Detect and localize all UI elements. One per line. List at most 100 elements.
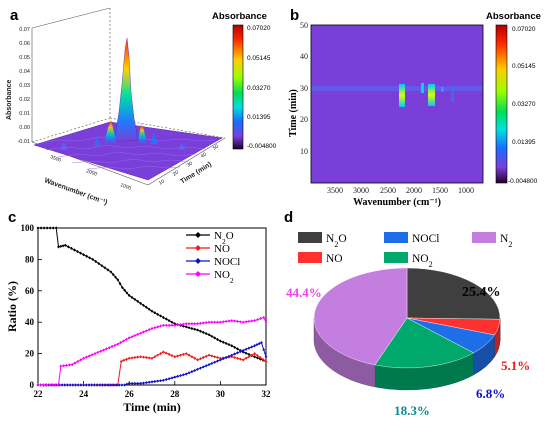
panel-b-colorbar [495,24,508,184]
panel-a-letter: a [10,7,19,24]
data-point [199,366,202,370]
data-point [159,324,162,328]
data-point [164,317,168,321]
data-point [136,332,140,336]
data-point [170,320,174,324]
legend-swatch [384,252,408,263]
data-point [187,371,191,375]
data-point [204,354,208,358]
data-point [216,359,219,363]
data-point [119,341,123,345]
data-point [36,383,40,387]
data-point [116,278,120,282]
data-point [259,316,263,321]
pie-slice-NO2 [374,317,475,369]
data-point [120,286,124,290]
data-point [147,380,151,384]
data-point [193,368,197,373]
data-point [39,226,43,230]
data-point [221,357,225,361]
data-point [162,315,165,320]
data-point [91,257,95,261]
data-point [82,383,85,387]
data-point [262,348,266,352]
data-point [250,345,254,349]
data-point [68,383,72,387]
data-point [127,356,131,360]
data-point [159,352,162,356]
data-point [201,321,205,325]
data-point [45,383,49,387]
data-point [127,336,131,340]
data-point [170,353,174,358]
data-point [115,383,118,387]
data-point [233,345,237,349]
data-point [156,325,160,329]
data-point [147,307,151,311]
data-point [264,355,268,359]
data-point [167,319,171,323]
data-point [65,363,68,367]
panel-a-y-axis-label: Time (min) [179,161,213,186]
data-point [176,323,180,327]
x-tick-label: 1000 [119,182,132,192]
data-point [150,309,154,313]
data-point [96,350,100,355]
data-point [39,383,43,387]
data-point [207,333,211,337]
legend-swatch [298,252,322,263]
colorbar-tick: 0.07020 [247,25,271,32]
z-tick-label: 0.06 [19,41,30,47]
data-point [264,320,268,324]
data-point [256,353,259,358]
data-point [164,323,168,327]
panel-d: d N2​O NOCl N2​ NO NO2​ 25.4% 5.1% 6.8% 18.3% 44… [284,209,530,418]
data-point [241,358,245,362]
x-tick-label: 1500 [432,186,448,195]
data-point [256,356,259,360]
data-point [247,319,251,324]
data-point [90,383,94,387]
legend-label: N2​O [326,233,347,249]
data-point [181,373,185,377]
legend-swatch [298,232,322,243]
x-tick-label: 2500 [380,186,396,195]
z-tick-label: 0.07 [19,27,30,33]
data-point [159,379,162,383]
data-point [125,357,128,361]
data-point [227,342,231,347]
data-point [153,379,157,384]
legend-marker [195,258,201,264]
data-point [173,375,177,379]
data-point [114,275,117,279]
data-point [76,249,79,254]
data-point [45,226,49,230]
series-NOCl [36,341,268,387]
z-tick-label: -0.01 [17,139,30,145]
panel-a-colorbar [232,24,244,150]
data-point [133,381,137,386]
data-point [93,383,96,387]
data-point [164,377,168,382]
data-point [210,361,214,366]
z-tick-label: 0.05 [19,55,30,61]
panel-b-xlabel: Wavenumber (cm⁻¹) [353,197,441,208]
data-point [201,330,205,335]
data-point [190,326,194,331]
data-point [62,364,66,368]
data-point [233,319,237,323]
panel-a-z-ticks: 0.07 0.06 0.05 0.04 0.03 0.02 0.01 0.00 … [17,27,30,145]
z-tick-label: 0.01 [19,111,30,117]
data-point [167,377,171,381]
colorbar-tick: -0.004800 [508,178,538,185]
data-point [184,322,188,326]
data-point [244,347,248,351]
data-point [74,383,77,387]
data-point [130,295,134,300]
data-point [253,355,256,359]
data-point [153,311,157,315]
data-point [162,378,165,382]
data-point [130,381,134,386]
data-point [204,320,208,325]
